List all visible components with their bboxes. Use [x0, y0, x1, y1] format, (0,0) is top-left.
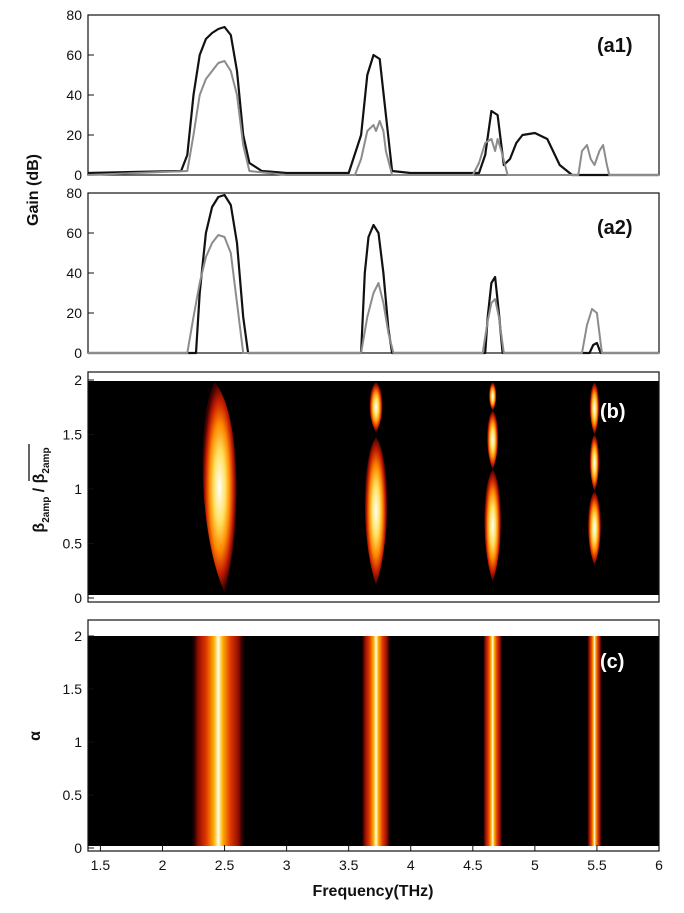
heatmap-lobe-8 — [587, 491, 601, 566]
x-tick-label-3: 3 — [283, 857, 291, 873]
series-group-a2 — [88, 193, 659, 355]
y-tick-label-c-1: 0.5 — [63, 787, 83, 803]
heatmap-lobe-0 — [202, 382, 237, 593]
y-tick-label-c-0: 0 — [74, 840, 82, 856]
x-tick-label-2: 2.5 — [215, 857, 235, 873]
y-axis-title-alpha: α — [27, 731, 44, 741]
y-tick-label-c-3: 1.5 — [63, 681, 83, 697]
x-ticks-c: 1.5 2 2.5 3 3.5 4 4.5 5 5.5 6 — [91, 845, 663, 873]
y-tick-label-a1-3: 60 — [66, 47, 82, 63]
series-line-a2-1 — [88, 234, 659, 354]
y-ticks-c: 0 0.5 1 1.5 2 — [63, 628, 94, 856]
y-axis-title-gain: Gain (dB) — [25, 154, 42, 226]
heatmap-lobe-5 — [484, 469, 502, 582]
y-tick-label-b-3: 1.5 — [63, 427, 83, 443]
band-edge-top-b — [88, 376, 659, 381]
y-tick-label-a2-2: 40 — [66, 265, 82, 281]
plot-frame-a2 — [87, 192, 660, 354]
heatmap-lobes-b — [202, 382, 601, 593]
heatmap-band-1 — [361, 634, 391, 848]
band-edge-top-c — [88, 629, 659, 636]
beta-subscript: 2amp — [41, 497, 52, 523]
heatmap-band-2 — [482, 634, 503, 848]
y-ticks-a1: 0 20 40 60 80 — [66, 7, 94, 183]
beta-symbol: β — [31, 523, 48, 533]
panel-c: 0 0.5 1 1.5 2 1.5 2 2.5 3 3.5 4 4.5 5 5.5 6 (c) — [63, 619, 663, 873]
y-tick-label-c-2: 1 — [74, 734, 82, 750]
heatmap-lobe-2 — [364, 436, 388, 585]
x-tick-label-0: 1.5 — [91, 857, 111, 873]
panel-b: 0 0.5 1 1.5 2 (b) — [63, 371, 660, 606]
series-group-a1 — [87, 25, 659, 177]
heatmap-bands-c — [191, 634, 602, 848]
x-tick-label-6: 4.5 — [463, 857, 483, 873]
panel-a2: 0 20 40 60 80 (a2) — [66, 185, 660, 361]
y-tick-label-b-2: 1 — [74, 481, 82, 497]
y-tick-label-a1-4: 80 — [66, 7, 82, 23]
y-axis-title-beta: β2amp / β2amp — [28, 444, 52, 533]
panel-label-b: (b) — [600, 401, 626, 423]
band-edge-bottom-c — [88, 846, 659, 851]
x-tick-label-7: 5 — [531, 857, 539, 873]
x-tick-label-5: 4 — [407, 857, 415, 873]
panel-label-a2: (a2) — [597, 217, 633, 239]
y-axis-title-beta-text: β2amp / β2amp — [31, 447, 52, 532]
panel-label-a1: (a1) — [597, 35, 633, 57]
y-tick-label-b-4: 2 — [74, 372, 82, 388]
y-tick-label-a2-1: 20 — [66, 305, 82, 321]
y-tick-label-a2-3: 60 — [66, 225, 82, 241]
ratio-separator: / — [31, 483, 48, 496]
heatmap-lobe-6 — [589, 382, 600, 435]
y-tick-label-a1-0: 0 — [74, 167, 82, 183]
y-tick-label-b-1: 0.5 — [63, 536, 83, 552]
series-line-a1-1 — [87, 60, 659, 176]
heatmap-lobe-7 — [589, 434, 600, 492]
heatmap-band-3 — [587, 634, 602, 848]
y-tick-label-a1-2: 40 — [66, 87, 82, 103]
x-tick-label-9: 6 — [655, 857, 663, 873]
plot-frame-c — [87, 619, 660, 852]
panel-label-c: (c) — [600, 651, 624, 673]
y-tick-label-a1-1: 20 — [66, 127, 82, 143]
series-line-a1-0 — [87, 25, 659, 177]
y-tick-label-c-4: 2 — [74, 628, 82, 644]
plot-frame-b — [87, 371, 660, 603]
heatmap-band-0 — [191, 634, 246, 848]
y-ticks-a2: 0 20 40 60 80 — [66, 185, 94, 361]
heatmap-lobe-3 — [488, 382, 497, 411]
beta-bar-symbol: β — [31, 473, 48, 483]
beta-bar-subscript: 2amp — [41, 447, 52, 473]
x-tick-label-8: 5.5 — [587, 857, 607, 873]
panel-a1: 0 20 40 60 80 (a1) — [66, 7, 660, 183]
x-tick-label-1: 2 — [159, 857, 167, 873]
y-tick-label-a2-4: 80 — [66, 185, 82, 201]
heatmap-lobe-4 — [487, 410, 499, 470]
heatmap-lobe-1 — [369, 382, 383, 433]
y-tick-label-b-0: 0 — [74, 590, 82, 606]
band-edge-bottom-b — [88, 595, 659, 600]
x-axis-title: Frequency(THz) — [313, 883, 434, 900]
x-tick-label-4: 3.5 — [339, 857, 359, 873]
plot-frame-a1 — [87, 14, 660, 176]
y-ticks-b: 0 0.5 1 1.5 2 — [63, 372, 94, 606]
y-tick-label-a2-0: 0 — [74, 345, 82, 361]
